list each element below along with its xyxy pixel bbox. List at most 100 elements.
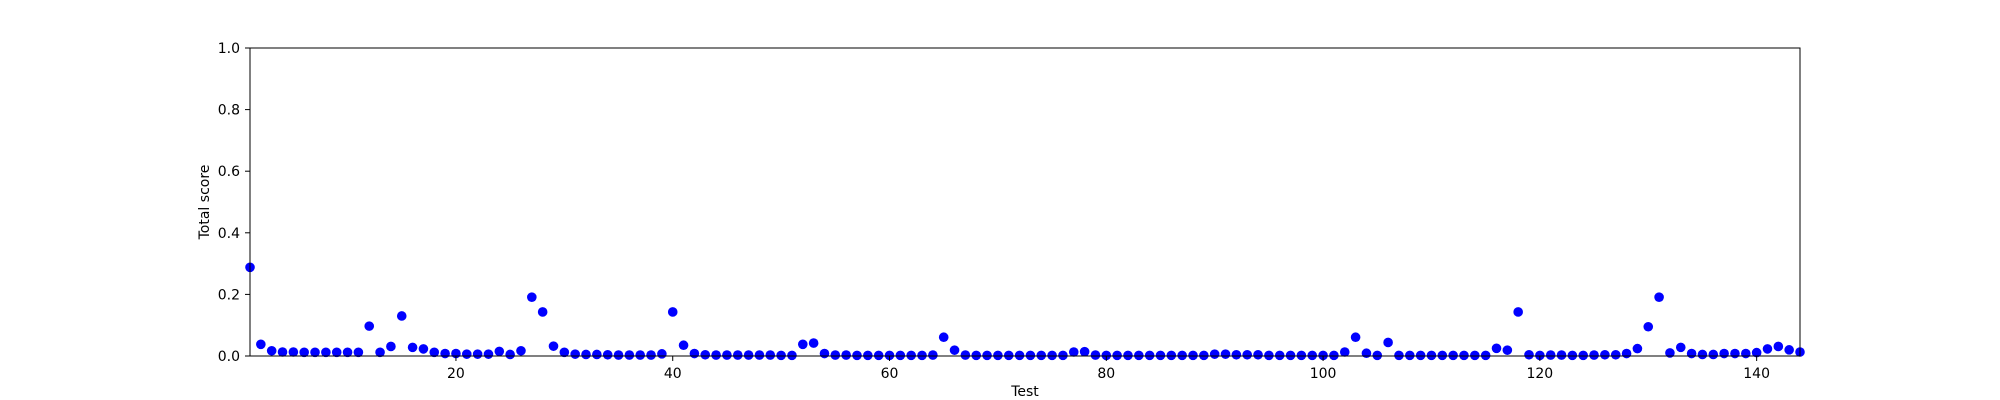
data-point [1274, 350, 1285, 361]
data-point [808, 338, 819, 348]
y-tick-label: 1.0 [218, 41, 240, 57]
data-point [516, 345, 526, 356]
data-point [1773, 341, 1784, 352]
data-point [1025, 350, 1036, 361]
data-point [678, 340, 689, 351]
y-tick-label: 0.0 [218, 349, 240, 365]
data-point [1730, 348, 1740, 359]
x-tick-label: 60 [881, 366, 899, 382]
data-point [949, 345, 960, 355]
data-point [1079, 346, 1090, 357]
data-point [1708, 349, 1719, 360]
data-point [830, 350, 841, 360]
data-point [819, 348, 830, 359]
data-point [646, 350, 656, 360]
data-point [364, 321, 375, 331]
x-tick-label: 20 [447, 366, 465, 382]
data-point [375, 347, 385, 358]
plot-frame [249, 47, 1801, 357]
data-point [548, 341, 559, 351]
data-point [602, 349, 613, 360]
data-point [613, 350, 624, 360]
data-point [1058, 350, 1068, 361]
data-point [461, 349, 472, 359]
data-point [1166, 350, 1177, 361]
data-point [1036, 350, 1047, 361]
data-point [537, 307, 548, 317]
x-axis-label: Test [1010, 384, 1039, 400]
data-point [1513, 307, 1523, 317]
data-point [1654, 292, 1664, 302]
data-point [732, 350, 743, 360]
data-point [429, 347, 440, 358]
data-point [1556, 350, 1567, 360]
data-point [982, 350, 992, 361]
data-point [1350, 332, 1361, 343]
data-point [1209, 349, 1220, 359]
data-point [1643, 321, 1654, 332]
data-point [1524, 349, 1534, 360]
data-point [1231, 349, 1242, 360]
data-point [407, 342, 418, 353]
data-point [299, 347, 309, 358]
data-point [266, 345, 277, 356]
data-point [1112, 350, 1122, 361]
data-point [1741, 348, 1751, 359]
data-point [1697, 349, 1708, 360]
data-point [765, 350, 776, 360]
data-point [472, 349, 483, 359]
data-point [1426, 350, 1437, 361]
data-point [1307, 350, 1318, 361]
y-tick-label: 0.8 [218, 103, 240, 119]
data-point [1448, 350, 1458, 361]
data-point [1003, 350, 1014, 361]
data-point [689, 348, 700, 359]
data-point [1459, 350, 1469, 361]
data-point [1632, 343, 1643, 354]
data-point [624, 350, 635, 360]
data-point [277, 347, 288, 357]
y-tick-label: 0.2 [218, 287, 240, 303]
data-point [722, 350, 732, 360]
data-point [700, 349, 711, 360]
x-axis-ticks: 20 40 60 80 100 120 140 [447, 356, 1770, 382]
x-tick-label: 40 [664, 366, 682, 382]
y-tick-label: 0.6 [218, 164, 240, 180]
x-tick-label: 100 [1310, 366, 1337, 382]
data-point [1068, 347, 1079, 357]
data-point [1123, 350, 1133, 361]
data-point [1404, 350, 1415, 361]
data-points [245, 262, 1805, 361]
data-point [353, 347, 364, 358]
data-point [1719, 348, 1729, 359]
data-point [667, 307, 678, 317]
data-point [1394, 350, 1404, 361]
data-point [1578, 350, 1589, 361]
data-point [342, 347, 353, 358]
data-point [873, 350, 884, 361]
data-point [754, 350, 765, 360]
data-point [1101, 350, 1112, 361]
data-point [1242, 349, 1253, 360]
data-point [1199, 350, 1209, 361]
data-point [1600, 349, 1610, 360]
data-point [1361, 348, 1372, 359]
data-point [1502, 345, 1513, 355]
data-point [884, 350, 895, 361]
x-tick-label: 120 [1526, 366, 1553, 382]
data-point [1177, 350, 1187, 361]
data-point [1372, 350, 1383, 361]
data-point [1751, 347, 1762, 358]
data-point [917, 350, 927, 361]
data-point [1621, 348, 1632, 359]
data-point [1329, 350, 1339, 361]
data-point [527, 292, 537, 302]
data-point [570, 349, 580, 359]
data-point [928, 350, 938, 360]
data-point [1155, 350, 1166, 361]
data-point [1545, 350, 1556, 360]
data-point [440, 348, 450, 359]
data-point [1784, 345, 1794, 355]
data-point [592, 349, 602, 360]
